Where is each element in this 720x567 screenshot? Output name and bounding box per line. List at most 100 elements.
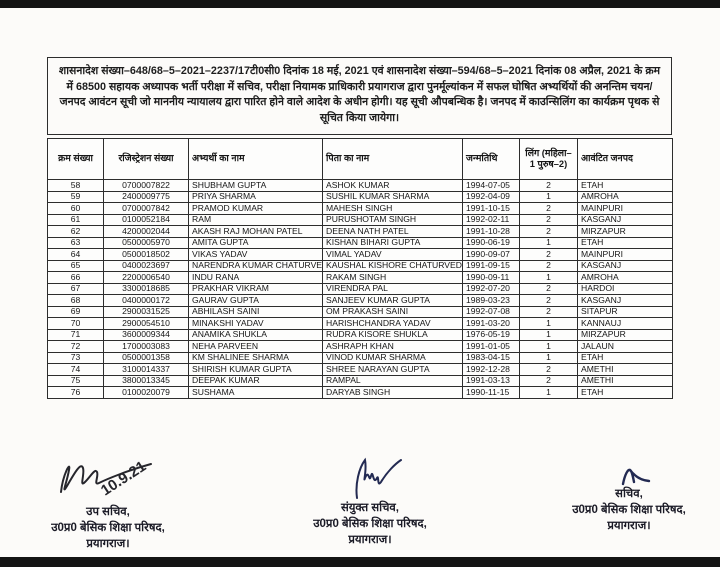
col-header-candidate-name: अभ्यर्थी का नाम [188,138,323,180]
cell-candidate-name: NEHA PARVEEN [188,340,323,353]
cell-father-name: KAUSHAL KISHORE CHATURVEDI [322,259,463,272]
signatory-place: प्रयागराज। [348,534,392,546]
col-header-district: आवंटित जनपद [577,138,673,180]
cell-serial: 62 [47,225,104,238]
cell-district: AMROHA [577,271,673,284]
cell-registration: 3600009344 [103,328,189,341]
cell-candidate-name: RAM [188,213,323,226]
cell-district: ETAH [577,179,673,192]
cell-registration: 3300018685 [103,282,189,295]
cell-father-name: RAMPAL [322,374,463,387]
table-row: 68 0400000172 GAURAV GUPTA SANJEEV KUMAR… [47,294,673,307]
cell-dob: 1991-01-05 [462,340,520,353]
table-row: 62 4200002044 AKASH RAJ MOHAN PATEL DEEN… [47,225,673,238]
cell-serial: 68 [47,294,104,307]
cell-registration: 0500018502 [103,248,189,261]
cell-father-name: VIMAL YADAV [322,248,463,261]
signatory-title: उप सचिव, [86,506,130,518]
cell-district: ETAH [577,351,673,364]
cell-district: KASGANJ [577,294,673,307]
cell-registration: 1700003083 [103,340,189,353]
cell-serial: 61 [47,213,104,226]
cell-serial: 76 [47,386,104,399]
signatory-place: प्रयागराज। [607,520,651,532]
cell-serial: 58 [47,179,104,192]
order-header-box: शासनादेश संख्या–648/68–5–2021–2237/17टी0… [47,57,672,135]
col-header-father-name: पिता का नाम [322,138,463,180]
cell-dob: 1983-04-15 [462,351,520,364]
cell-registration: 3100014337 [103,363,189,376]
cell-father-name: VINOD KUMAR SHARMA [322,351,463,364]
cell-father-name: SANJEEV KUMAR GUPTA [322,294,463,307]
cell-father-name: RAKAM SINGH [322,271,463,284]
top-black-bar [0,0,720,8]
signatory-title: संयुक्त सचिव, [340,502,399,514]
cell-district: AMETHI [577,374,673,387]
cell-gender: 1 [519,317,578,330]
document-body: शासनादेश संख्या–648/68–5–2021–2237/17टी0… [47,57,673,399]
cell-father-name: KISHAN BIHARI GUPTA [322,236,463,249]
signatory-org: उ0प्र0 बेसिक शिक्षा परिषद, [51,522,165,534]
table-row: 70 2900054510 MINAKSHI YADAV HARISHCHAND… [47,317,673,330]
cell-father-name: DEENA NATH PATEL [322,225,463,238]
cell-registration: 0500005970 [103,236,189,249]
cell-gender: 2 [519,213,578,226]
cell-gender: 1 [519,386,578,399]
cell-gender: 2 [519,202,578,215]
cell-candidate-name: KM SHALINEE SHARMA [188,351,323,364]
signatory-title: सचिव, [615,488,643,500]
cell-district: MAINPURI [577,202,673,215]
cell-candidate-name: ABHILASH SAINI [188,305,323,318]
cell-registration: 3800013345 [103,374,189,387]
cell-district: AMETHI [577,363,673,376]
table-row: 63 0500005970 AMITA GUPTA KISHAN BIHARI … [47,236,673,249]
table-row: 58 0700007822 SHUBHAM GUPTA ASHOK KUMAR … [47,179,673,192]
cell-dob: 1994-07-05 [462,179,520,192]
cell-father-name: ASHOK KUMAR [322,179,463,192]
cell-gender: 1 [519,190,578,203]
cell-dob: 1992-12-28 [462,363,520,376]
cell-father-name: SUSHIL KUMAR SHARMA [322,190,463,203]
cell-district: AMROHA [577,190,673,203]
cell-serial: 74 [47,363,104,376]
cell-father-name: HARISHCHANDRA YADAV [322,317,463,330]
cell-candidate-name: PRAKHAR VIKRAM [188,282,323,295]
cell-registration: 2900031525 [103,305,189,318]
cell-candidate-name: PRIYA SHARMA [188,190,323,203]
cell-father-name: PURUSHOTAM SINGH [322,213,463,226]
cell-candidate-name: MINAKSHI YADAV [188,317,323,330]
cell-gender: 2 [519,374,578,387]
cell-serial: 70 [47,317,104,330]
cell-registration: 2900054510 [103,317,189,330]
table-row: 75 3800013345 DEEPAK KUMAR RAMPAL 1991-0… [47,374,673,387]
cell-registration: 0700007842 [103,202,189,215]
cell-registration: 0400023697 [103,259,189,272]
cell-dob: 1991-03-20 [462,317,520,330]
table-row: 64 0500018502 VIKAS YADAV VIMAL YADAV 19… [47,248,673,261]
cell-candidate-name: INDU RANA [188,271,323,284]
cell-serial: 72 [47,340,104,353]
cell-dob: 1991-03-13 [462,374,520,387]
col-header-dob: जन्मतिथि [462,138,520,180]
cell-gender: 1 [519,328,578,341]
cell-registration: 0700007822 [103,179,189,192]
table-row: 76 0100020079 SUSHAMA DARYAB SINGH 1990-… [47,386,673,399]
cell-dob: 1992-04-09 [462,190,520,203]
cell-candidate-name: SHUBHAM GUPTA [188,179,323,192]
cell-serial: 75 [47,374,104,387]
cell-district: MIRZAPUR [577,225,673,238]
cell-father-name: MAHESH SINGH [322,202,463,215]
cell-dob: 1992-07-20 [462,282,520,295]
cell-registration: 4200002044 [103,225,189,238]
cell-dob: 1990-06-19 [462,236,520,249]
cell-father-name: OM PRAKASH SAINI [322,305,463,318]
table-row: 73 0500001358 KM SHALINEE SHARMA VINOD K… [47,351,673,364]
cell-registration: 0100052184 [103,213,189,226]
cell-gender: 1 [519,236,578,249]
cell-gender: 2 [519,179,578,192]
cell-candidate-name: SHIRISH KUMAR GUPTA [188,363,323,376]
table-row: 69 2900031525 ABHILASH SAINI OM PRAKASH … [47,305,673,318]
table-row: 60 0700007842 PRAMOD KUMAR MAHESH SINGH … [47,202,673,215]
cell-district: HARDOI [577,282,673,295]
cell-gender: 2 [519,259,578,272]
